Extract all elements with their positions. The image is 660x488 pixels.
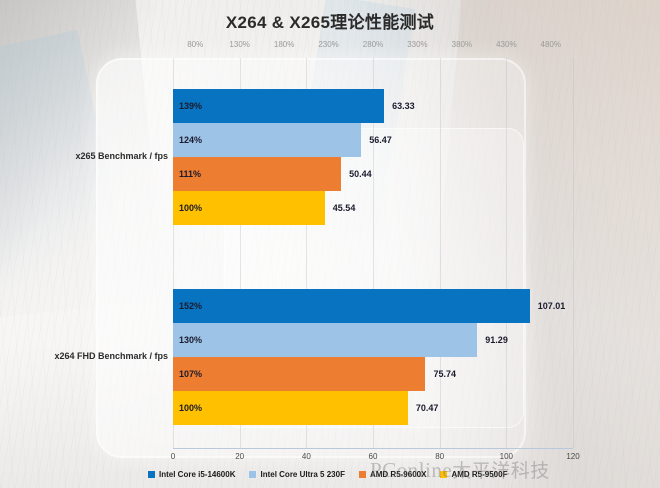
- bar-value-label: 107.01: [537, 301, 566, 311]
- legend-label: AMD R5-9600X: [369, 470, 427, 479]
- top-axis-tick: 330%: [407, 40, 428, 49]
- category-label: x265 Benchmark / fps: [75, 151, 168, 161]
- bar: 130% 91.29: [173, 323, 508, 357]
- bar-value-label: 75.74: [433, 369, 456, 379]
- bar-percent-label: 100%: [179, 203, 203, 213]
- bottom-axis-tick: 20: [235, 452, 245, 461]
- bottom-axis-tick: 40: [301, 452, 311, 461]
- gridline: [373, 58, 374, 448]
- top-axis-tick: 430%: [496, 40, 517, 49]
- legend-label: Intel Core i5-14600K: [159, 470, 236, 479]
- top-axis-tick: 230%: [318, 40, 339, 49]
- bar-value-label: 50.44: [349, 169, 372, 179]
- bar-percent-label: 124%: [179, 135, 203, 145]
- gridline: [173, 58, 174, 448]
- bar-percent-label: 152%: [179, 301, 203, 311]
- gridline: [439, 58, 441, 448]
- legend-swatch: [440, 471, 448, 478]
- top-axis-tick: 480%: [540, 40, 561, 49]
- legend-item[interactable]: Intel Core Ultra 5 230F: [249, 470, 345, 479]
- top-axis-tick: 280%: [362, 40, 384, 49]
- bottom-axis-tick: 0: [170, 452, 176, 461]
- gridline: [239, 58, 241, 448]
- top-axis-tick: 80%: [187, 40, 204, 49]
- plot-area: 139% 63.33 124% 56.47 111% 50.44 100% 45.54 152%…: [173, 58, 574, 448]
- bar-value-label: 91.29: [485, 335, 508, 345]
- bar: 124% 56.47: [173, 123, 392, 157]
- bar-value-label: 56.47: [369, 135, 392, 145]
- gridline: [306, 58, 308, 448]
- legend-label: Intel Core Ultra 5 230F: [260, 470, 345, 479]
- bar-percent-label: 107%: [179, 369, 203, 379]
- bar: 139% 63.33: [173, 89, 415, 123]
- bar: 152% 107.01: [173, 289, 565, 323]
- bottom-axis-tick: 60: [368, 452, 378, 461]
- bar-value-label: 63.33: [392, 101, 415, 111]
- legend-swatch: [249, 471, 257, 478]
- legend-swatch: [358, 471, 366, 478]
- bar-percent-label: 139%: [179, 101, 203, 111]
- category-label-wrap: x264 FHD Benchmark / fps: [0, 351, 168, 361]
- bar-percent-label: 130%: [179, 335, 203, 345]
- category-label-wrap: x265 Benchmark / fps: [0, 151, 168, 161]
- bar: 111% 50.44: [173, 157, 372, 191]
- legend-item[interactable]: AMD R5-9500F: [440, 470, 507, 479]
- x-axis-line: [173, 448, 573, 449]
- gridline: [573, 58, 574, 448]
- legend-item[interactable]: Intel Core i5-14600K: [148, 470, 235, 479]
- bar: 100% 70.47: [173, 391, 438, 425]
- top-axis-tick: 380%: [451, 40, 473, 49]
- top-axis-tick: 130%: [229, 40, 250, 49]
- top-axis: 80% 130% 180% 230% 280% 330% 380% 430% 480%: [173, 40, 573, 54]
- bottom-axis-tick: 80: [435, 452, 445, 461]
- bar: 107% 75.74: [173, 357, 456, 391]
- chart-title: X264 & X265理论性能测试: [225, 13, 435, 32]
- bar-value-label: 70.47: [415, 403, 439, 413]
- bottom-axis-tick: 120: [566, 452, 580, 461]
- chart-legend: Intel Core i5-14600K Intel Core Ultra 5 2…: [148, 470, 507, 479]
- bar-percent-label: 111%: [179, 169, 202, 179]
- bar-value-label: 45.54: [332, 203, 356, 213]
- legend-label: AMD R5-9500F: [451, 470, 508, 479]
- top-axis-tick: 180%: [273, 40, 295, 49]
- legend-item[interactable]: AMD R5-9600X: [358, 470, 427, 479]
- gridline: [506, 58, 508, 448]
- bottom-axis: 0 20 40 60 80 100 120: [170, 452, 580, 466]
- category-label: x264 FHD Benchmark / fps: [54, 351, 168, 361]
- legend-swatch: [148, 471, 155, 478]
- bar-percent-label: 100%: [179, 403, 203, 413]
- bar: 100% 45.54: [173, 191, 355, 225]
- bottom-axis-tick: 100: [499, 452, 514, 461]
- background-shape-blue-left: [0, 29, 140, 351]
